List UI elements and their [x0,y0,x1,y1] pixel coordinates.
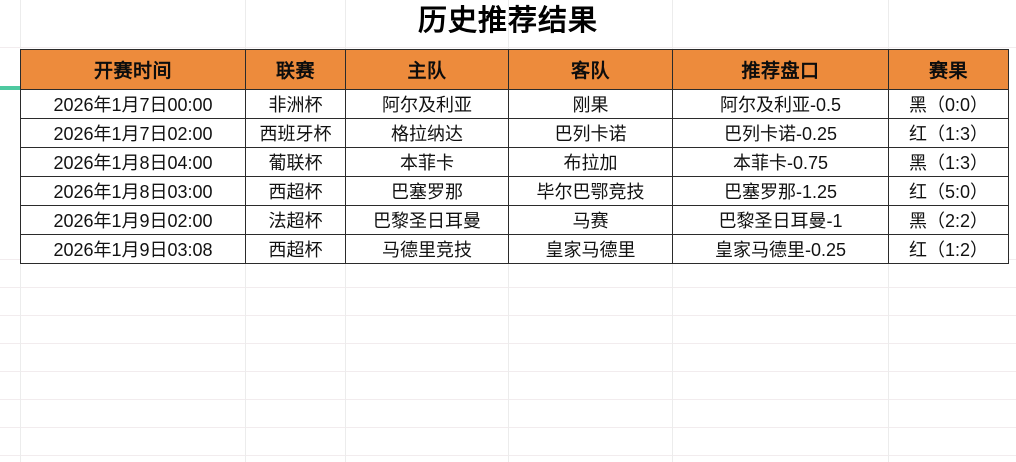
cell-start-time[interactable]: 2026年1月7日00:00 [20,89,246,119]
cell-start-time[interactable]: 2026年1月9日02:00 [20,205,246,235]
cell-handicap[interactable]: 阿尔及利亚-0.5 [672,89,889,119]
cell-away-team[interactable]: 刚果 [508,89,673,119]
cell-result[interactable]: 黑（0:0） [888,89,1009,119]
table-row[interactable]: 2026年1月9日03:08 西超杯 马德里竞技 皇家马德里 皇家马德里-0.25 红（1… [20,234,1009,264]
selection-tick [0,86,21,90]
table-row[interactable]: 2026年1月8日03:00 西超杯 巴塞罗那 毕尔巴鄂竞技 巴塞罗那-1.25 红（5:… [20,176,1009,206]
column-header-away-team[interactable]: 客队 [508,49,673,90]
column-header-league[interactable]: 联赛 [245,49,346,90]
page-title: 历史推荐结果 [417,5,598,37]
table-row[interactable]: 2026年1月7日00:00 非洲杯 阿尔及利亚 刚果 阿尔及利亚-0.5 黑（0:0） [20,89,1009,119]
cell-away-team[interactable]: 巴列卡诺 [508,118,673,148]
cell-league[interactable]: 西超杯 [245,176,346,206]
cell-handicap[interactable]: 巴黎圣日耳曼-1 [672,205,889,235]
cell-away-team[interactable]: 皇家马德里 [508,234,673,264]
cell-start-time[interactable]: 2026年1月8日03:00 [20,176,246,206]
table-row[interactable]: 2026年1月7日02:00 西班牙杯 格拉纳达 巴列卡诺 巴列卡诺-0.25 红（1:3… [20,118,1009,148]
cell-result[interactable]: 红（5:0） [888,176,1009,206]
cell-home-team[interactable]: 阿尔及利亚 [345,89,509,119]
table-header-row: 开赛时间 联赛 主队 客队 推荐盘口 赛果 [20,49,1009,90]
cell-league[interactable]: 非洲杯 [245,89,346,119]
cell-league[interactable]: 葡联杯 [245,147,346,177]
cell-handicap[interactable]: 巴列卡诺-0.25 [672,118,889,148]
table-row[interactable]: 2026年1月9日02:00 法超杯 巴黎圣日耳曼 马赛 巴黎圣日耳曼-1 黑（2:2） [20,205,1009,235]
cell-home-team[interactable]: 巴塞罗那 [345,176,509,206]
cell-start-time[interactable]: 2026年1月8日04:00 [20,147,246,177]
cell-handicap[interactable]: 本菲卡-0.75 [672,147,889,177]
table-row[interactable]: 2026年1月8日04:00 葡联杯 本菲卡 布拉加 本菲卡-0.75 黑（1:3） [20,147,1009,177]
column-header-result[interactable]: 赛果 [888,49,1009,90]
cell-handicap[interactable]: 巴塞罗那-1.25 [672,176,889,206]
table-body: 2026年1月7日00:00 非洲杯 阿尔及利亚 刚果 阿尔及利亚-0.5 黑（0:0） 2… [20,89,1009,264]
cell-away-team[interactable]: 马赛 [508,205,673,235]
cell-away-team[interactable]: 毕尔巴鄂竞技 [508,176,673,206]
cell-start-time[interactable]: 2026年1月9日03:08 [20,234,246,264]
column-header-handicap[interactable]: 推荐盘口 [672,49,889,90]
cell-league[interactable]: 西班牙杯 [245,118,346,148]
cell-home-team[interactable]: 巴黎圣日耳曼 [345,205,509,235]
cell-home-team[interactable]: 马德里竞技 [345,234,509,264]
history-recommendation-table: 开赛时间 联赛 主队 客队 推荐盘口 赛果 2026年1月7日00:00 非洲杯阿… [20,49,1009,264]
cell-home-team[interactable]: 格拉纳达 [345,118,509,148]
cell-start-time[interactable]: 2026年1月7日02:00 [20,118,246,148]
cell-home-team[interactable]: 本菲卡 [345,147,509,177]
cell-away-team[interactable]: 布拉加 [508,147,673,177]
cell-result[interactable]: 红（1:3） [888,118,1009,148]
cell-league[interactable]: 法超杯 [245,205,346,235]
cell-handicap[interactable]: 皇家马德里-0.25 [672,234,889,264]
table-header: 开赛时间 联赛 主队 客队 推荐盘口 赛果 [20,49,1009,90]
column-header-home-team[interactable]: 主队 [345,49,509,90]
cell-result[interactable]: 红（1:2） [888,234,1009,264]
cell-result[interactable]: 黑（1:3） [888,147,1009,177]
cell-league[interactable]: 西超杯 [245,234,346,264]
column-header-start-time[interactable]: 开赛时间 [20,49,246,90]
cell-result[interactable]: 黑（2:2） [888,205,1009,235]
